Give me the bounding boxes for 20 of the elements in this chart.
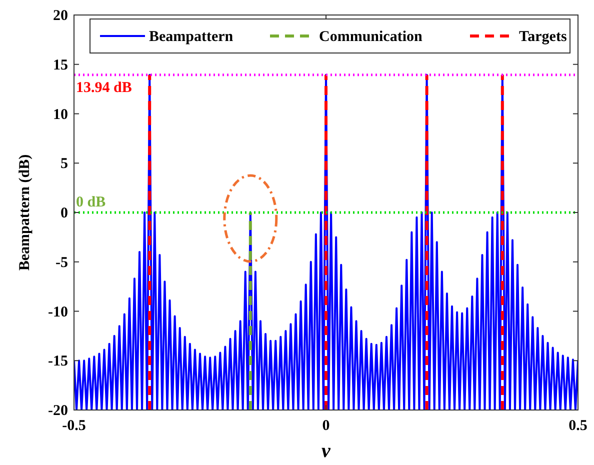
y-tick-label: -5 <box>56 254 68 271</box>
legend-label: Targets <box>519 29 567 45</box>
x-axis-title: v <box>322 440 332 462</box>
y-axis-title: Beampattern (dB) <box>17 154 33 271</box>
y-tick-label: -15 <box>48 354 68 370</box>
legend-label: Beampattern <box>149 29 234 45</box>
x-tick-label: 0.5 <box>568 418 588 434</box>
y-tick-label: 5 <box>60 156 68 172</box>
ref-line-label: 0 dB <box>76 194 106 210</box>
y-tick-label: -10 <box>48 304 68 320</box>
x-tick-label: 0 <box>322 418 330 434</box>
line-series <box>74 74 578 410</box>
y-tick-label: 0 <box>60 206 68 222</box>
ref-line-label: 13.94 dB <box>76 80 132 96</box>
y-tick-label: 10 <box>53 106 68 123</box>
x-tick-label: -0.5 <box>62 418 86 434</box>
y-tick-label: 20 <box>53 8 68 24</box>
y-tick-label: -20 <box>48 403 68 419</box>
legend-label: Communication <box>319 29 423 45</box>
y-tick-label: 15 <box>53 57 68 74</box>
